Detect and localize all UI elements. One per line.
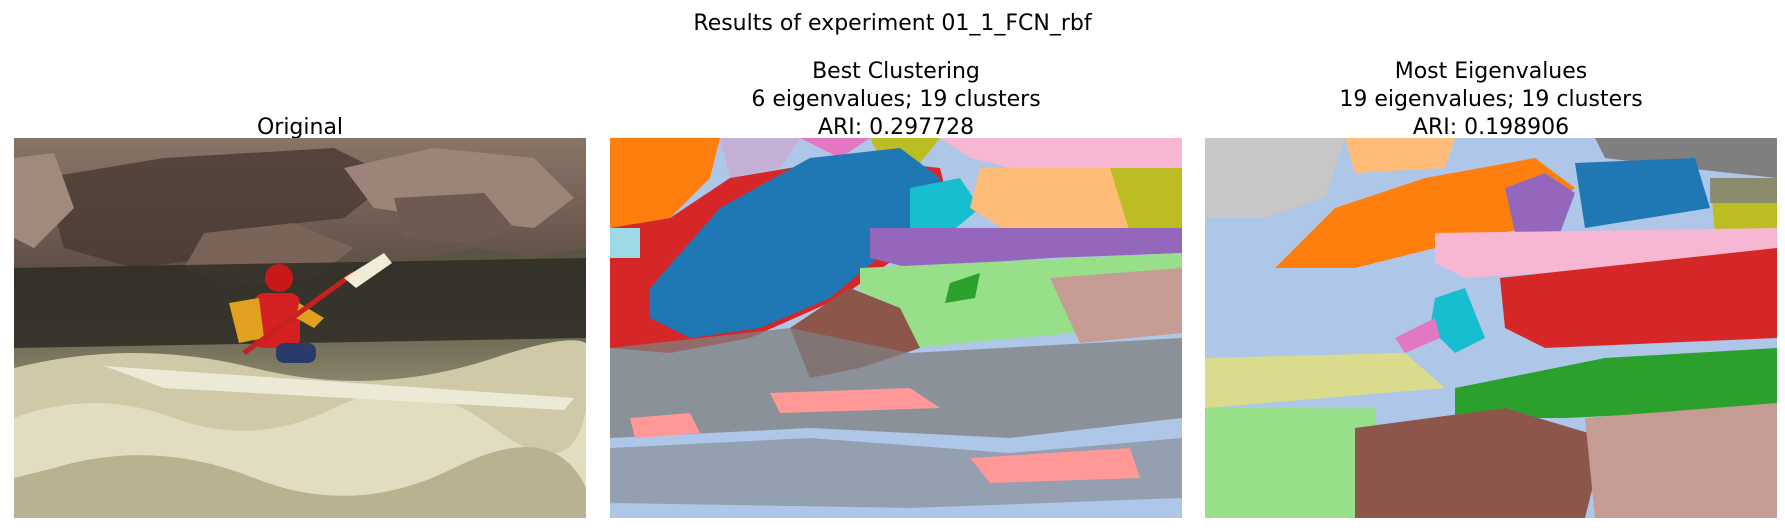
panel-title-line: ARI: 0.198906 bbox=[1412, 115, 1570, 140]
panel-title: Most Eigenvalues 19 eigenvalues; 19 clus… bbox=[1205, 58, 1777, 142]
panel-title: Original bbox=[14, 114, 586, 142]
panel-best-clustering: Best Clustering 6 eigenvalues; 19 cluste… bbox=[610, 0, 1182, 532]
panel-title-line: Best Clustering bbox=[812, 59, 980, 84]
panel-title-line: 19 eigenvalues; 19 clusters bbox=[1339, 87, 1643, 112]
panel-title-line: Most Eigenvalues bbox=[1394, 59, 1588, 84]
panel-title: Best Clustering 6 eigenvalues; 19 cluste… bbox=[610, 58, 1182, 142]
original-photo bbox=[14, 138, 586, 518]
panel-title-line: 6 eigenvalues; 19 clusters bbox=[751, 87, 1041, 112]
best-clustering-segmentation bbox=[610, 138, 1182, 518]
panel-original: Original bbox=[14, 0, 586, 532]
panel-title-line: ARI: 0.297728 bbox=[817, 115, 975, 140]
panel-most-eigenvalues: Most Eigenvalues 19 eigenvalues; 19 clus… bbox=[1205, 0, 1777, 532]
most-eigenvalues-segmentation bbox=[1205, 138, 1777, 518]
figure-suptitle: Results of experiment 01_1_FCN_rbf bbox=[693, 11, 1092, 36]
panel-title-line: Original bbox=[256, 115, 344, 140]
